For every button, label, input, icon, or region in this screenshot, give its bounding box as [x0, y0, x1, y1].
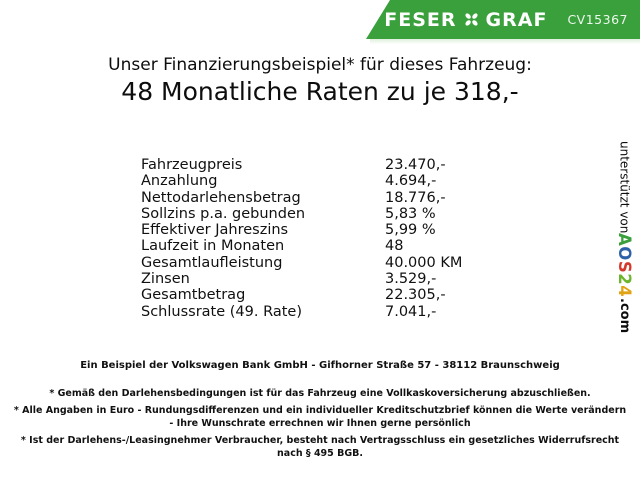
footnote: * Gemäß den Darlehensbedingungen ist für…	[49, 388, 591, 399]
title-line1: Unser Finanzierungsbeispiel* für dieses …	[108, 55, 532, 75]
footnote: * Ist der Darlehens-/Leasingnehmer Verbr…	[20, 434, 620, 460]
aos-brand: AOS24	[615, 233, 634, 297]
row-label: Schlussrate (49. Rate)	[141, 303, 302, 320]
support-vertical-text: unterstützt von AOS24 .com	[615, 141, 634, 356]
table-row: Gesamtbetrag 22.305,-	[141, 287, 501, 303]
row-label: Fahrzeugpreis	[141, 157, 243, 173]
footnote: * Alle Angaben in Euro - Rundungsdiffere…	[13, 404, 627, 430]
title-block: Unser Finanzierungsbeispiel* für dieses …	[0, 54, 640, 107]
row-label: Zinsen	[141, 271, 190, 288]
row-value: 23.470,-	[385, 157, 446, 173]
vehicle-code: CV15367	[567, 12, 628, 27]
table-row: Sollzins p.a. gebunden 5,83 %	[141, 206, 501, 222]
table-row: Zinsen 3.529,-	[141, 271, 501, 287]
row-value: 5,99 %	[385, 222, 436, 239]
bank-line: Ein Beispiel der Volkswagen Bank GmbH - …	[80, 360, 560, 371]
row-label: Gesamtlaufleistung	[141, 254, 283, 271]
brand-letter: S	[615, 261, 634, 274]
row-value: 7.041,-	[385, 303, 437, 320]
brand-letter: 2	[615, 273, 634, 286]
row-label: Gesamtbetrag	[141, 287, 246, 304]
logo-text-feser: FESER	[384, 8, 457, 31]
title-line2: 48 Monatliche Raten zu je 318,-	[121, 77, 519, 106]
logo-text-graf: GRAF	[485, 8, 548, 31]
banner-underline	[370, 39, 640, 44]
table-row: Nettodarlehensbetrag 18.776,-	[141, 190, 501, 206]
brand-letter: O	[615, 246, 634, 262]
row-value: 40.000 KM	[385, 254, 463, 271]
footnotes: * Gemäß den Darlehensbedingungen ist für…	[2, 387, 638, 464]
row-value: 48	[385, 238, 404, 255]
row-value: 22.305,-	[385, 287, 446, 304]
row-label: Nettodarlehensbetrag	[141, 189, 301, 206]
row-value: 4.694,-	[385, 173, 437, 190]
table-row: Schlussrate (49. Rate) 7.041,-	[141, 304, 501, 320]
row-label: Anzahlung	[141, 173, 218, 190]
table-row: Anzahlung 4.694,-	[141, 173, 501, 189]
table-row: Effektiver Jahreszins 5,99 %	[141, 222, 501, 238]
feser-graf-logo: FESER GRAF	[384, 9, 547, 31]
row-label: Sollzins p.a. gebunden	[141, 205, 306, 222]
brand-letter: A	[615, 233, 634, 247]
row-value: 3.529,-	[385, 271, 437, 288]
row-value: 5,83 %	[385, 205, 436, 222]
table-row: Laufzeit in Monaten 48	[141, 238, 501, 254]
row-value: 18.776,-	[385, 189, 446, 206]
row-label: Laufzeit in Monaten	[141, 238, 285, 255]
brand-suffix: .com	[617, 297, 632, 333]
top-banner: FESER GRAF CV15367	[366, 0, 640, 39]
finance-table: Fahrzeugpreis 23.470,- Anzahlung 4.694,- Net…	[141, 157, 501, 320]
brand-letter: 4	[615, 285, 634, 298]
row-label: Effektiver Jahreszins	[141, 222, 289, 239]
support-prefix: unterstützt von	[617, 141, 632, 234]
table-row: Gesamtlaufleistung 40.000 KM	[141, 255, 501, 271]
table-row: Fahrzeugpreis 23.470,-	[141, 157, 501, 173]
clover-icon	[461, 11, 482, 28]
